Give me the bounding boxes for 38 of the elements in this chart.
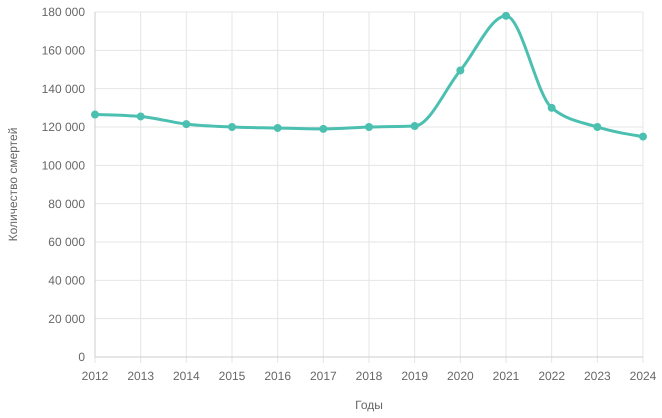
point xyxy=(593,123,602,131)
x-tick-label: 2020 xyxy=(446,369,474,383)
x-axis-title: Годы xyxy=(355,398,383,412)
y-tick-label: 60 000 xyxy=(48,235,86,250)
y-tick-label: 120 000 xyxy=(42,120,86,134)
x-tick-label: 2022 xyxy=(538,369,566,383)
point xyxy=(639,132,647,141)
point xyxy=(228,123,236,131)
x-tick-label: 2023 xyxy=(584,369,612,383)
point xyxy=(182,120,190,128)
point xyxy=(365,123,373,131)
y-tick-label: 80 000 xyxy=(48,196,86,211)
y-tick-label: 100 000 xyxy=(42,158,86,173)
y-tick-label: 40 000 xyxy=(48,274,86,288)
x-tick-label: 2024 xyxy=(630,369,657,383)
point xyxy=(274,124,282,132)
y-axis-title: Количество смертей xyxy=(6,128,20,242)
x-tick-label: 2012 xyxy=(82,369,109,383)
point xyxy=(319,124,328,133)
x-tick-label: 2017 xyxy=(310,369,338,383)
y-tick-label: 160 000 xyxy=(42,44,86,58)
x-tick-label: 2013 xyxy=(127,369,154,383)
point xyxy=(548,104,556,112)
point xyxy=(456,66,464,74)
x-tick-label: 2015 xyxy=(218,369,246,383)
y-tick-label: 140 000 xyxy=(42,82,86,96)
y-tick-label: 20 000 xyxy=(48,312,86,326)
x-tick-label: 2014 xyxy=(172,369,200,383)
x-tick-label: 2018 xyxy=(356,369,383,383)
y-tick-label: 180 000 xyxy=(42,5,86,20)
y-tick-label: 0 xyxy=(78,350,86,364)
point xyxy=(410,122,419,130)
point xyxy=(91,110,99,119)
x-tick-label: 2016 xyxy=(264,369,292,383)
x-tick-label: 2019 xyxy=(401,369,428,383)
point xyxy=(502,12,510,20)
point xyxy=(136,112,145,120)
x-tick-label: 2021 xyxy=(492,369,520,383)
